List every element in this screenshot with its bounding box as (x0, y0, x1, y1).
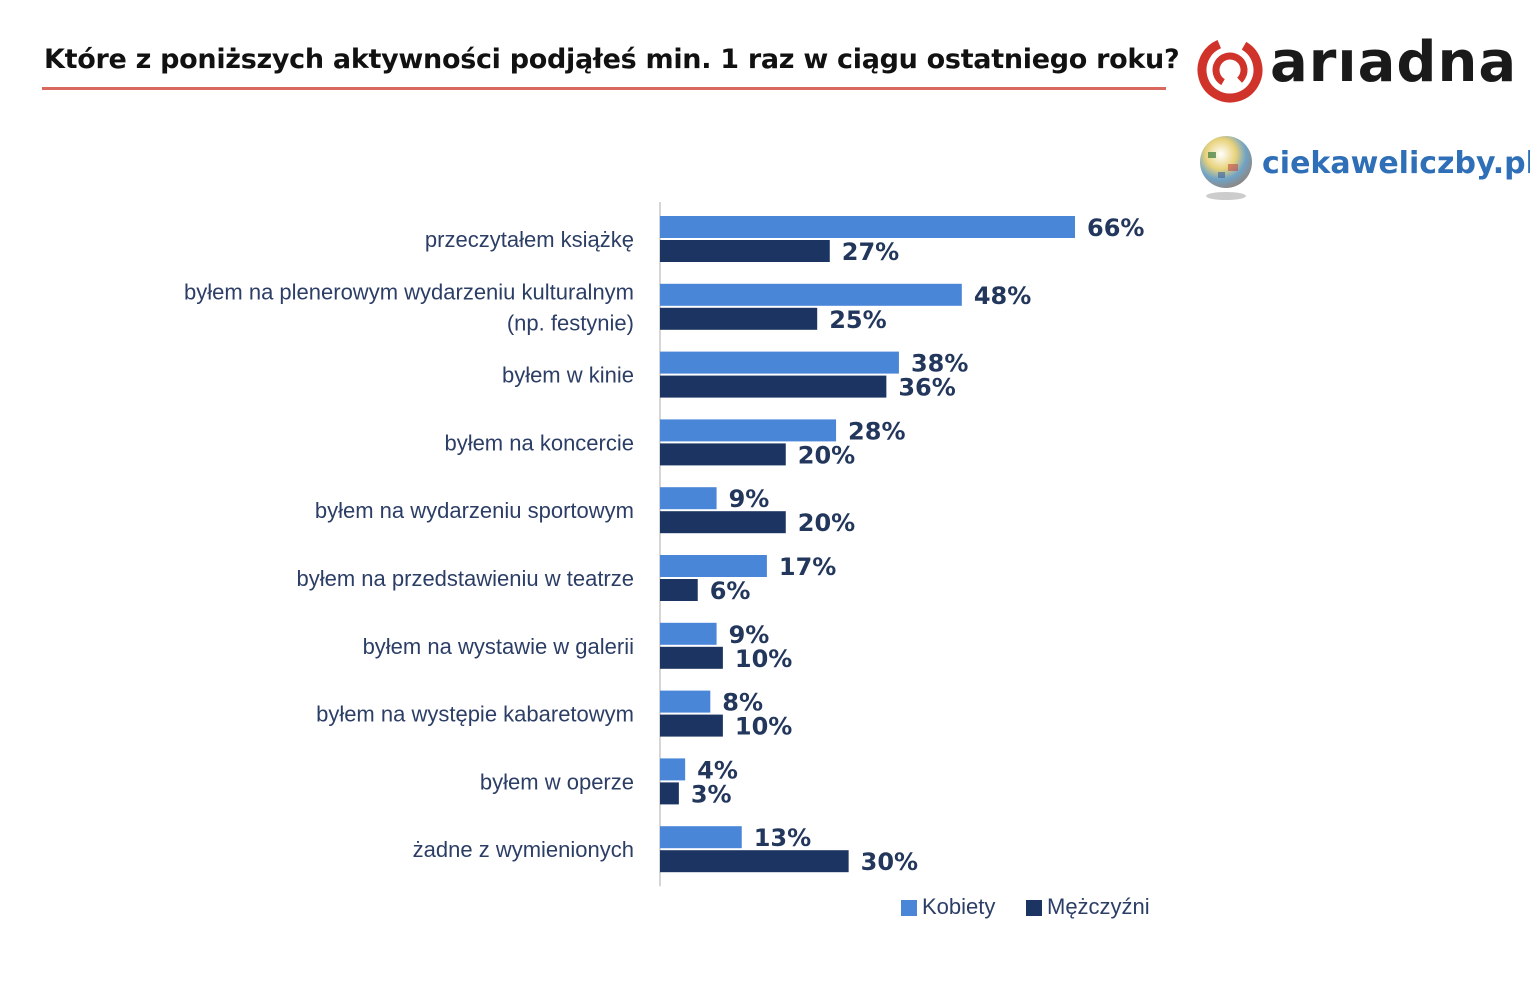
legend-swatch (1026, 900, 1042, 916)
data-label: 10% (735, 645, 792, 673)
category-label: byłem na wystawie w galerii (363, 634, 634, 659)
category-label: przeczytałem książkę (425, 227, 634, 252)
data-label: 10% (735, 713, 792, 741)
bar-mezczyzni (660, 646, 723, 669)
data-label: 66% (1087, 214, 1144, 242)
bar-kobiety (660, 622, 717, 645)
bar-kobiety (660, 487, 717, 510)
bar-mezczyzni (660, 307, 818, 330)
data-label: 25% (829, 306, 886, 334)
data-label: 38% (911, 350, 968, 378)
category-label-line: byłem na przedstawieniu w teatrze (297, 566, 635, 591)
category-label: byłem na koncercie (444, 430, 634, 455)
legend-label: Kobiety (922, 894, 995, 919)
bar-mezczyzni (660, 579, 698, 601)
bar-kobiety (660, 419, 837, 442)
data-label: 28% (848, 417, 905, 445)
data-label: 20% (798, 509, 855, 537)
bar-kobiety (660, 826, 742, 849)
bar-mezczyzni (660, 375, 887, 398)
category-label-line: żadne z wymienionych (413, 837, 634, 862)
category-label: byłem w operze (480, 769, 634, 794)
bar-mezczyzni (660, 782, 679, 805)
category-label: byłem na wydarzeniu sportowym (315, 498, 634, 523)
category-label-line: byłem na wydarzeniu sportowym (315, 498, 634, 523)
category-label: byłem w kinie (502, 363, 634, 388)
data-label: 48% (974, 282, 1031, 310)
data-label: 20% (798, 441, 855, 469)
category-label-line: byłem na plenerowym wydarzeniu kulturaln… (184, 279, 634, 304)
data-label: 27% (842, 238, 899, 266)
data-label: 4% (697, 756, 738, 784)
data-label: 13% (754, 824, 811, 852)
brand-name: arıadna (1270, 30, 1518, 95)
category-label: żadne z wymienionych (413, 837, 634, 862)
bar-mezczyzni (660, 511, 786, 534)
bar-kobiety (660, 758, 686, 781)
page-title: Które z poniższych aktywności podjąłeś m… (44, 44, 1180, 75)
data-label: 8% (722, 689, 763, 717)
bar-kobiety (660, 283, 962, 306)
legend-label: Mężczyźni (1047, 894, 1150, 919)
bar-mezczyzni (660, 443, 786, 466)
data-label: 3% (691, 780, 732, 808)
data-label: 36% (898, 374, 955, 402)
category-label-line: byłem w kinie (502, 363, 634, 388)
category-label-line: byłem na koncercie (444, 430, 634, 455)
globe-icon (1200, 136, 1252, 200)
bar-mezczyzni (660, 714, 723, 737)
bar-kobiety (660, 690, 711, 713)
category-label-line: byłem na występie kabaretowym (316, 702, 634, 727)
data-label: 6% (710, 577, 751, 605)
category-label: byłem na plenerowym wydarzeniu kulturaln… (184, 279, 634, 335)
data-label: 9% (729, 621, 770, 649)
data-label: 17% (779, 553, 836, 581)
site-name: ciekaweliczby.pl (1262, 146, 1530, 181)
category-label-line: przeczytałem książkę (425, 227, 634, 252)
data-label: 30% (861, 848, 918, 876)
category-label-line: byłem na wystawie w galerii (363, 634, 634, 659)
ariadna-logo-icon (1197, 37, 1263, 103)
bar-mezczyzni (660, 240, 830, 262)
category-label-line: (np. festynie) (507, 310, 634, 335)
data-label: 9% (729, 485, 770, 513)
category-label-line: byłem w operze (480, 769, 634, 794)
bar-kobiety (660, 216, 1075, 238)
bar-mezczyzni (660, 850, 849, 873)
bar-kobiety (660, 351, 899, 374)
category-label: byłem na przedstawieniu w teatrze (297, 566, 635, 591)
bar-kobiety (660, 555, 767, 577)
category-label: byłem na występie kabaretowym (316, 702, 634, 727)
title-divider (42, 87, 1166, 90)
legend-swatch (901, 900, 917, 916)
